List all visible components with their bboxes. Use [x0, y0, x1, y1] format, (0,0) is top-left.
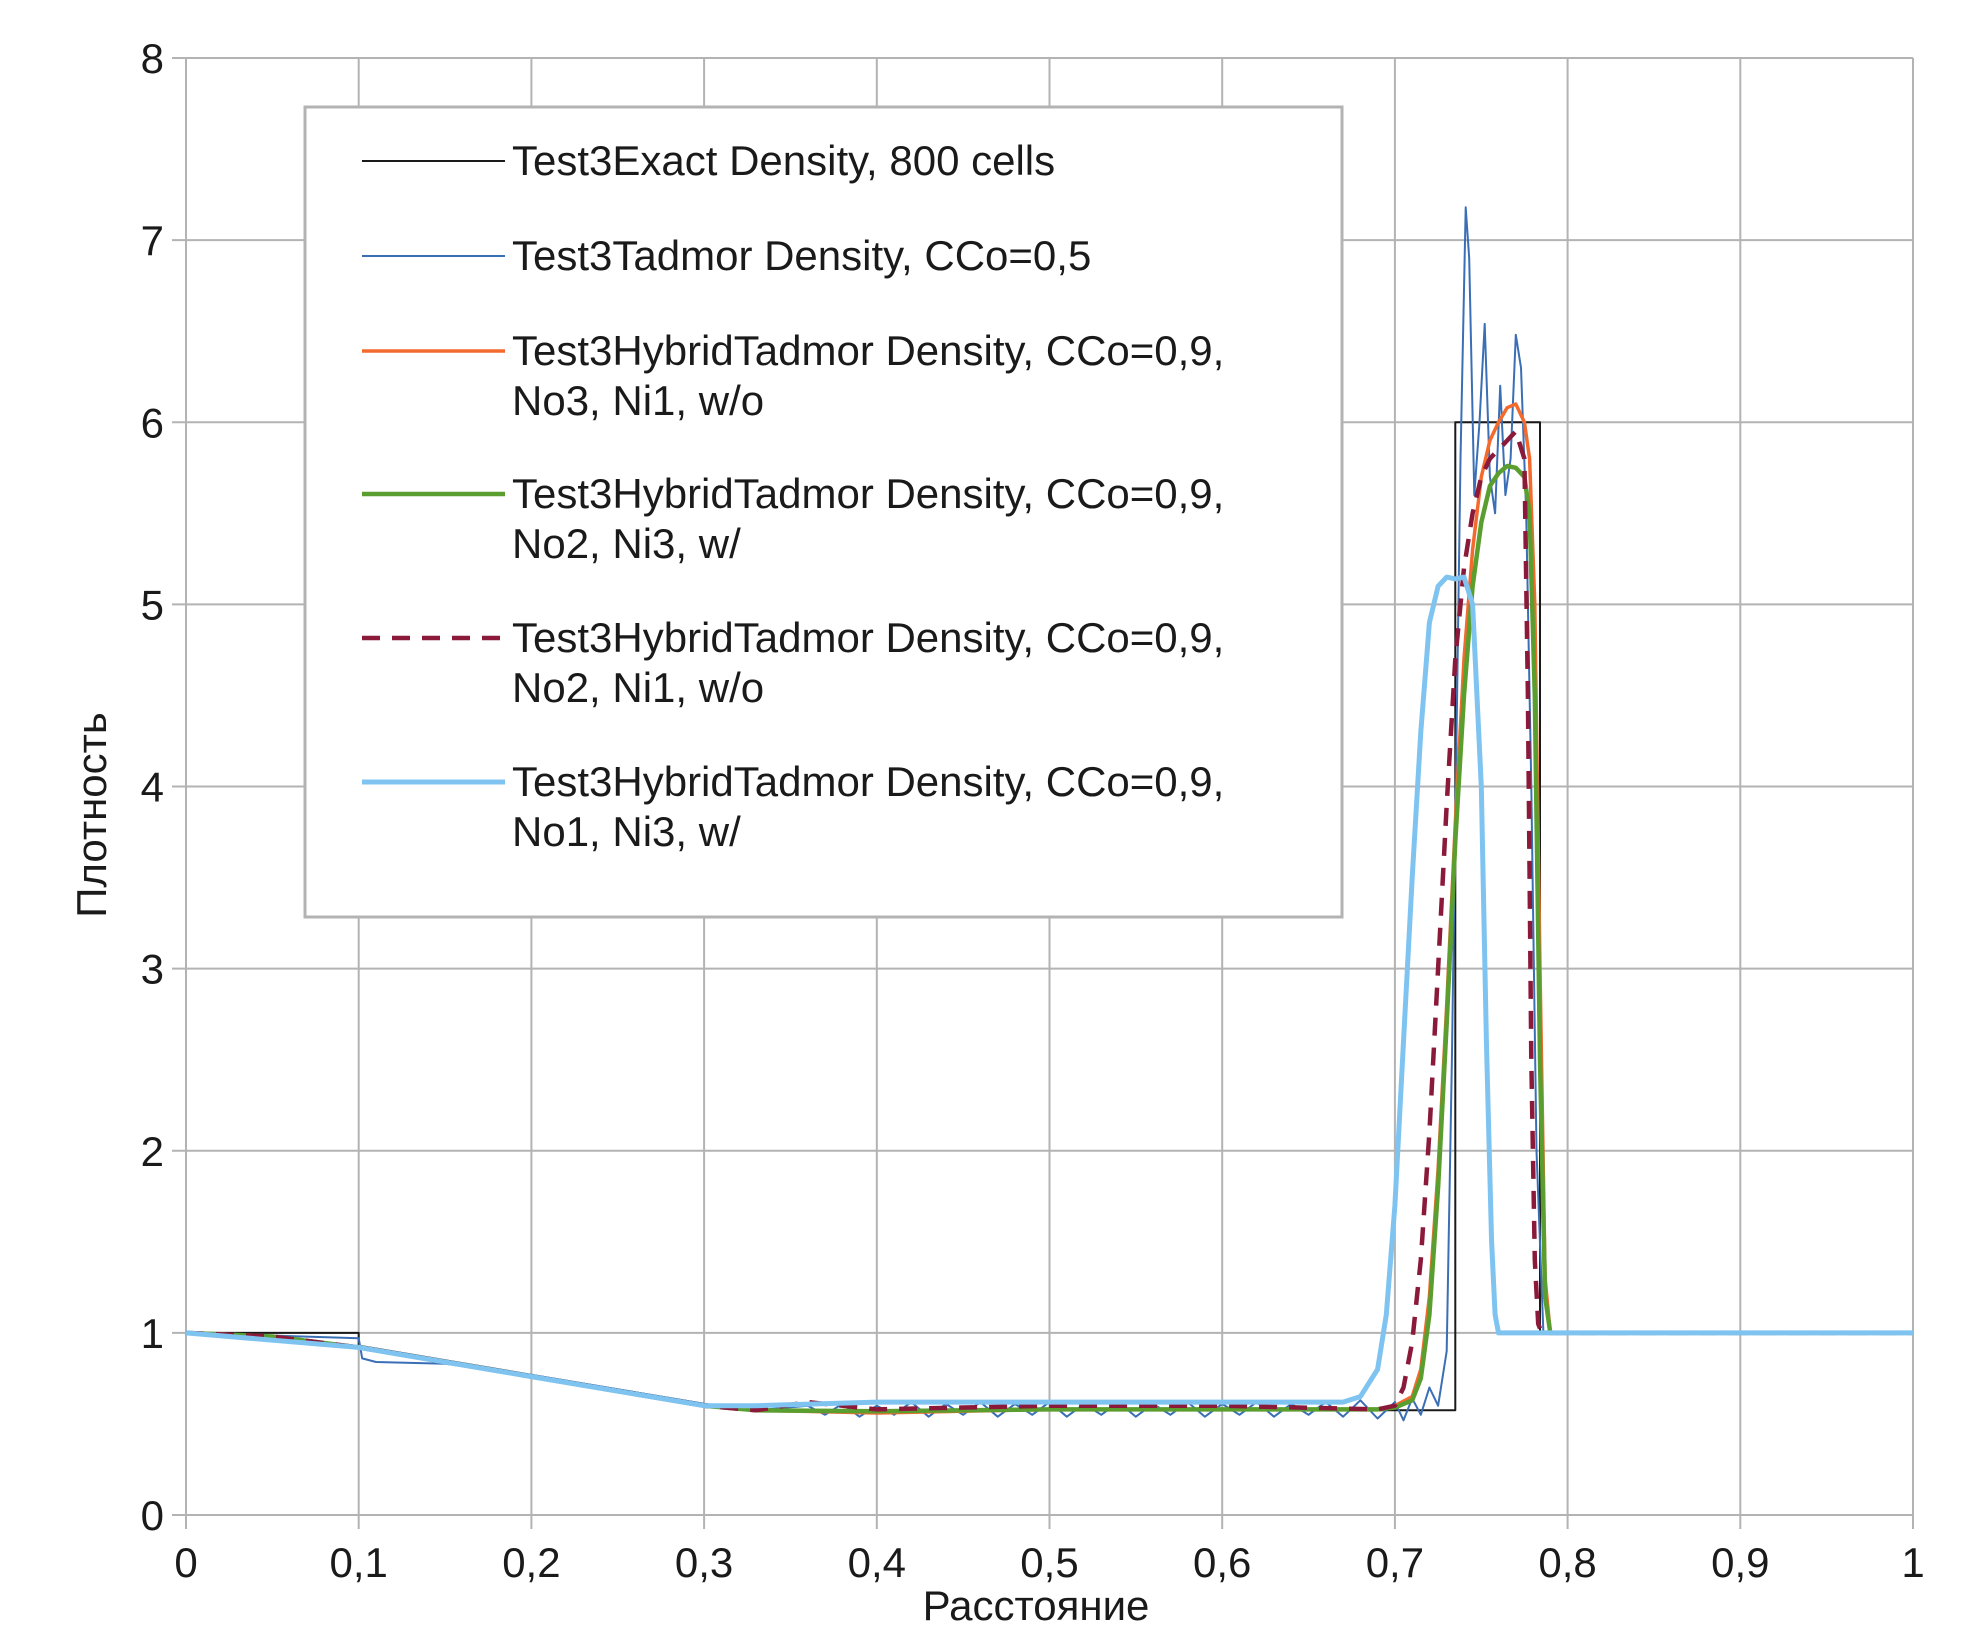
x-tick-label: 0,3 [675, 1539, 733, 1586]
x-tick-label: 0 [174, 1539, 197, 1586]
legend: Test3Exact Density, 800 cells Test3Tadmor… [303, 105, 1344, 919]
y-tick-label: 2 [141, 1128, 164, 1175]
y-tick-labels: 0 1 2 3 4 5 6 7 8 [141, 35, 164, 1539]
legend-label-4: Test3HybridTadmor Density, CCo=0,9, [512, 470, 1224, 517]
y-tick-label: 6 [141, 399, 164, 446]
legend-label-3: No3, Ni1, w/o [512, 377, 764, 424]
y-tick-label: 4 [141, 764, 164, 811]
x-tick-label: 0,9 [1711, 1539, 1769, 1586]
x-tick-label: 1 [1901, 1539, 1924, 1586]
legend-label-5: No2, Ni1, w/o [512, 664, 764, 711]
y-tick-label: 0 [141, 1492, 164, 1539]
y-tick-label: 1 [141, 1310, 164, 1357]
axes [172, 57, 1914, 1529]
legend-label-4: No2, Ni3, w/ [512, 520, 741, 567]
x-tick-label: 0,6 [1193, 1539, 1251, 1586]
series-lines [185, 206, 1913, 1422]
y-tick-label: 7 [141, 217, 164, 264]
series-line-6 [185, 574, 1913, 1409]
x-axis-title: Расстояние [923, 1582, 1150, 1629]
y-tick-label: 8 [141, 35, 164, 82]
x-tick-label: 0,5 [1020, 1539, 1078, 1586]
y-tick-label: 5 [141, 581, 164, 628]
x-tick-label: 0,4 [848, 1539, 906, 1586]
legend-label-2: Test3Tadmor Density, CCo=0,5 [512, 232, 1091, 279]
x-tick-label: 0,1 [330, 1539, 388, 1586]
x-tick-label: 0,7 [1366, 1539, 1424, 1586]
y-tick-label: 3 [141, 946, 164, 993]
x-tick-label: 0,2 [502, 1539, 560, 1586]
x-tick-labels: 0 0,1 0,2 0,3 0,4 0,5 0,6 0,7 0,8 0,9 1 [174, 1539, 1924, 1586]
x-tick-label: 0,8 [1538, 1539, 1596, 1586]
y-axis-title: Плотность [68, 712, 115, 918]
legend-label-6: No1, Ni3, w/ [512, 808, 741, 855]
series-line-5 [185, 429, 1913, 1413]
legend-label-1: Test3Exact Density, 800 cells [512, 137, 1055, 184]
legend-label-3: Test3HybridTadmor Density, CCo=0,9, [512, 327, 1224, 374]
legend-label-6: Test3HybridTadmor Density, CCo=0,9, [512, 758, 1224, 805]
legend-label-5: Test3HybridTadmor Density, CCo=0,9, [512, 614, 1224, 661]
